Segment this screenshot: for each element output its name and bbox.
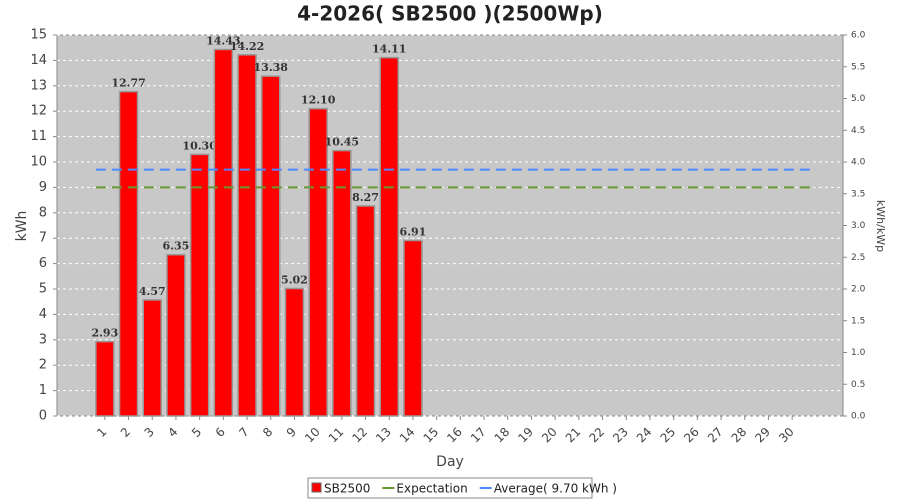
legend	[307, 477, 593, 499]
y2-tick-label: 3.5	[851, 189, 865, 199]
y-axis-label: kWh	[14, 211, 30, 242]
bar	[213, 48, 234, 417]
legend-label: Average( 9.70 kWh )	[494, 482, 617, 496]
y-tick-label: 12	[30, 104, 47, 119]
value-label: 6.91	[400, 225, 427, 238]
y-tick-label: 10	[30, 155, 47, 170]
y2-tick-label: 4.5	[851, 126, 865, 136]
y-tick-label: 15	[30, 28, 47, 43]
bar	[142, 299, 162, 417]
y-tick-label: 13	[30, 78, 47, 93]
y-tick-label: 0	[39, 409, 47, 424]
value-label: 14.22	[230, 40, 264, 53]
bar	[379, 56, 399, 417]
plot-area	[56, 34, 844, 417]
bar	[261, 75, 281, 417]
bar	[237, 54, 257, 417]
y2-tick-label: 6.0	[851, 31, 866, 41]
value-label: 2.93	[91, 327, 118, 340]
value-label: 6.35	[163, 240, 190, 253]
y-tick-label: 7	[39, 231, 47, 246]
y2-tick-label: 5.5	[851, 62, 865, 72]
value-label: 10.30	[182, 139, 217, 152]
bar	[95, 340, 115, 417]
value-label: 12.10	[301, 94, 336, 107]
y-tick-label: 11	[30, 129, 47, 144]
y2-tick-label: 1.0	[851, 348, 866, 358]
y2-tick-label: 5.0	[851, 94, 866, 104]
y-tick-label: 4	[39, 307, 47, 322]
bar	[355, 205, 376, 417]
bar	[166, 253, 186, 417]
bar	[332, 149, 352, 417]
value-label: 10.45	[325, 136, 359, 149]
y2-tick-label: 3.0	[851, 221, 866, 231]
x-axis-label: Day	[436, 454, 464, 470]
legend-label: SB2500	[324, 482, 370, 496]
y-tick-label: 14	[30, 53, 47, 68]
legend-label: Expectation	[396, 482, 467, 496]
y-tick-label: 6	[39, 256, 47, 271]
y2-tick-label: 1.5	[851, 316, 865, 326]
value-label: 8.27	[352, 191, 379, 204]
y-tick-label: 1	[39, 383, 47, 398]
legend-swatch	[311, 482, 322, 493]
y2-tick-label: 2.5	[851, 253, 865, 263]
y2-axis-label: kWh/kWp	[874, 200, 887, 252]
chart-title: 4-2026( SB2500 )(2500Wp)	[297, 2, 603, 26]
y2-tick-label: 0.5	[851, 380, 865, 390]
y-tick-label: 3	[39, 332, 47, 347]
bar	[403, 239, 423, 417]
y-tick-label: 2	[39, 358, 47, 373]
y2-tick-label: 2.0	[851, 285, 866, 295]
y-tick-label: 5	[39, 282, 47, 297]
bar	[118, 90, 139, 417]
value-label: 14.11	[372, 43, 406, 56]
bar	[189, 153, 210, 417]
y-tick-label: 8	[39, 205, 47, 220]
value-label: 5.02	[281, 273, 308, 286]
y2-tick-label: 4.0	[851, 158, 866, 168]
value-label: 12.77	[111, 77, 145, 90]
value-label: 14.43	[206, 34, 240, 47]
value-label: 13.38	[254, 61, 289, 74]
y2-tick-label: 0.0	[851, 412, 866, 422]
value-label: 4.57	[139, 285, 166, 298]
bar	[284, 287, 305, 417]
y-tick-label: 9	[39, 180, 47, 195]
bar	[308, 107, 328, 417]
